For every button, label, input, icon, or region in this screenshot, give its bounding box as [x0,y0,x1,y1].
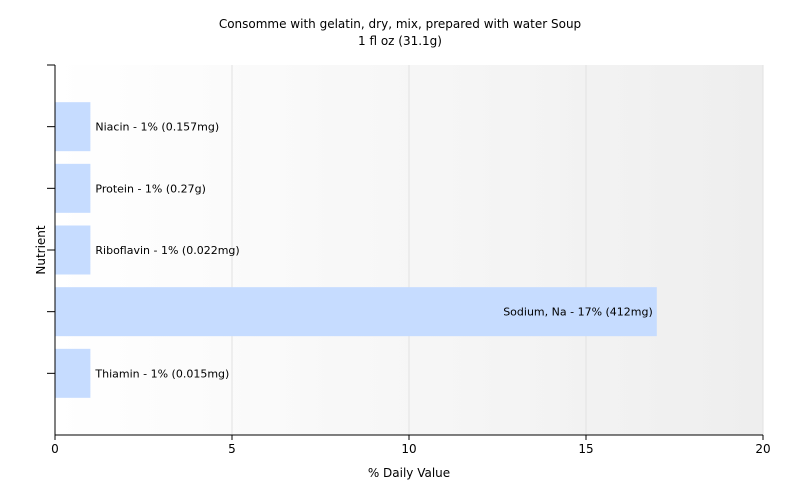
x-tick-label: 5 [228,442,236,456]
bar-label: Thiamin - 1% (0.015mg) [94,367,229,380]
x-tick-label: 10 [401,442,416,456]
bar-label: Riboflavin - 1% (0.022mg) [95,244,239,257]
chart-subtitle: 1 fl oz (31.1g) [358,34,442,48]
axes: 0 5 10 15 20 [47,64,771,456]
bar [55,102,91,152]
grid-lines [231,65,764,435]
bar-label: Niacin - 1% (0.157mg) [95,121,219,134]
bar-label: Protein - 1% (0.27g) [95,182,206,195]
x-tick-label: 0 [51,442,59,456]
x-axis-title: % Daily Value [368,466,450,480]
y-axis-title: Nutrient [34,225,48,275]
chart-title: Consomme with gelatin, dry, mix, prepare… [219,17,581,31]
bar [55,225,91,275]
x-tick-label: 15 [578,442,593,456]
bars: Niacin - 1% (0.157mg) Protein - 1% (0.27g… [55,102,657,398]
bar-label: Sodium, Na - 17% (412mg) [503,306,653,319]
bar [55,348,91,398]
x-tick-label: 20 [755,442,770,456]
bar [55,163,91,213]
bar [55,287,657,337]
